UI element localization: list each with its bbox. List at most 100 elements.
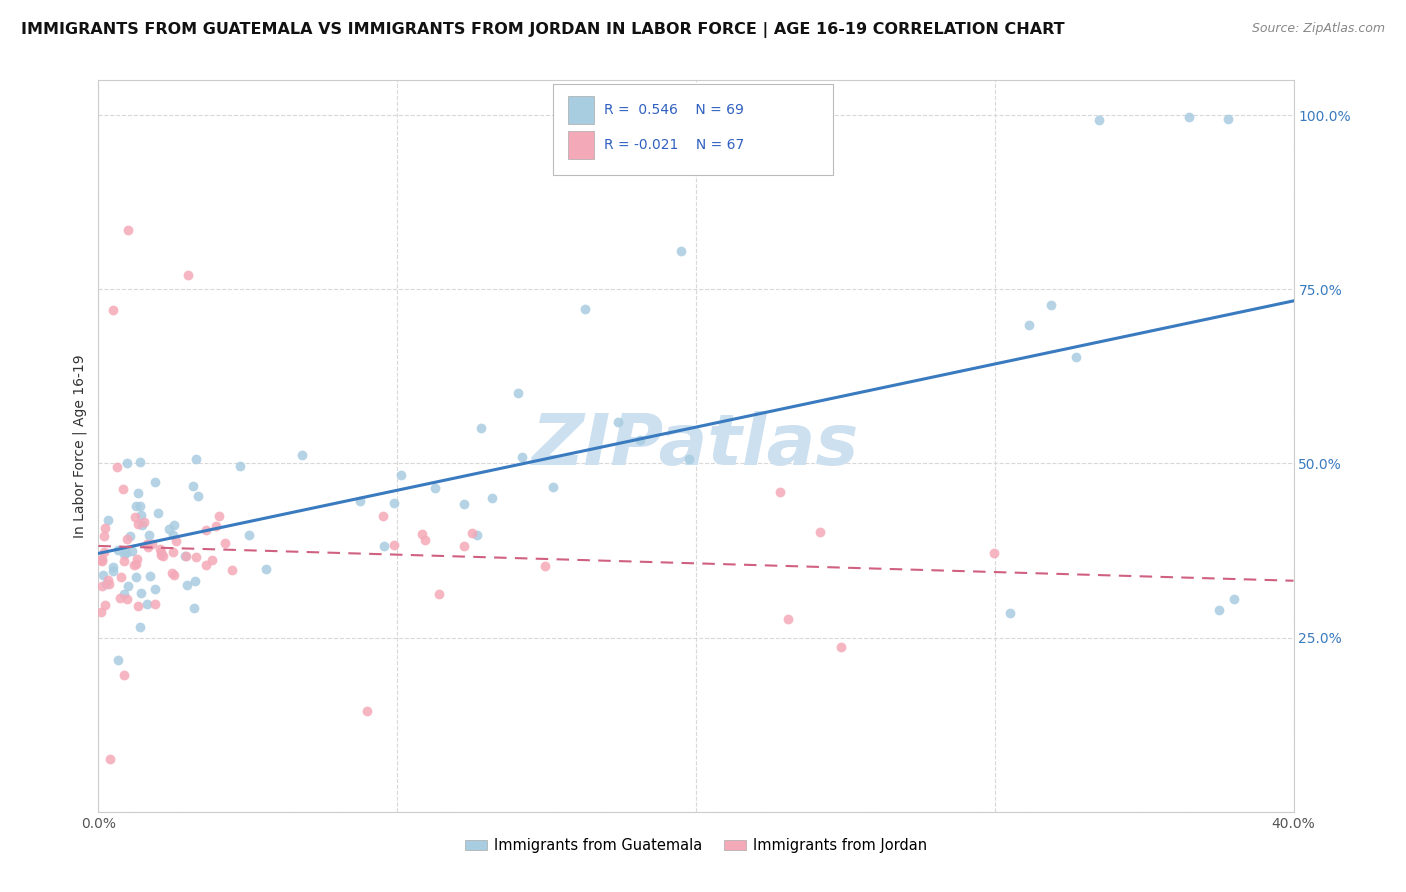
FancyBboxPatch shape — [568, 131, 595, 159]
Point — [427, 587, 450, 601]
Point — [124, 499, 146, 513]
Point — [115, 546, 138, 560]
Point — [461, 526, 484, 541]
Point — [669, 244, 692, 258]
Point — [125, 558, 148, 572]
Point — [176, 549, 198, 563]
Point — [628, 433, 651, 447]
Point — [778, 612, 800, 626]
Point — [201, 553, 224, 567]
Text: R = -0.021    N = 67: R = -0.021 N = 67 — [605, 137, 744, 152]
Point — [97, 513, 120, 527]
Point — [118, 529, 141, 543]
Point — [136, 537, 159, 551]
Legend: Immigrants from Guatemala, Immigrants from Jordan: Immigrants from Guatemala, Immigrants fr… — [458, 832, 934, 859]
Point — [162, 528, 184, 542]
Point — [128, 455, 150, 469]
Point — [173, 549, 195, 564]
Point — [983, 546, 1005, 560]
Point — [93, 521, 115, 535]
Point — [129, 620, 152, 634]
Point — [152, 549, 174, 563]
Point — [129, 586, 152, 600]
Point — [194, 558, 217, 572]
Point — [470, 421, 492, 435]
Point — [423, 481, 446, 495]
Point — [373, 539, 395, 553]
Point — [129, 508, 152, 522]
Point — [143, 475, 166, 489]
Point — [1064, 351, 1087, 365]
Point — [195, 524, 218, 538]
Text: Source: ZipAtlas.com: Source: ZipAtlas.com — [1251, 22, 1385, 36]
Point — [124, 509, 146, 524]
Point — [112, 482, 135, 496]
Point — [830, 640, 852, 654]
Point — [506, 385, 529, 400]
Point — [125, 570, 148, 584]
Point — [112, 547, 135, 561]
Point — [90, 553, 112, 567]
Point — [148, 506, 170, 520]
Point — [112, 587, 135, 601]
Point — [229, 459, 252, 474]
Point — [136, 540, 159, 554]
Point — [115, 456, 138, 470]
Point — [808, 524, 831, 539]
Point — [138, 528, 160, 542]
Point — [114, 667, 136, 681]
Point — [769, 484, 792, 499]
Point — [413, 533, 436, 547]
Point — [91, 568, 114, 582]
Point — [541, 480, 564, 494]
Point — [1018, 318, 1040, 332]
Point — [131, 518, 153, 533]
Point — [163, 567, 186, 582]
Point — [93, 545, 115, 559]
Point — [97, 577, 120, 591]
Point — [291, 448, 314, 462]
Point — [117, 223, 139, 237]
Point — [107, 543, 129, 558]
Point — [162, 545, 184, 559]
Point — [254, 562, 277, 576]
Point — [1039, 297, 1062, 311]
Point — [607, 415, 630, 429]
Text: ZIPatlas: ZIPatlas — [533, 411, 859, 481]
Point — [453, 539, 475, 553]
Point — [208, 509, 231, 524]
Text: IMMIGRANTS FROM GUATEMALA VS IMMIGRANTS FROM JORDAN IN LABOR FORCE | AGE 16-19 C: IMMIGRANTS FROM GUATEMALA VS IMMIGRANTS … — [21, 22, 1064, 38]
Point — [411, 526, 433, 541]
Point — [149, 541, 172, 556]
Text: R =  0.546    N = 69: R = 0.546 N = 69 — [605, 103, 744, 117]
Point — [1223, 592, 1246, 607]
Point — [512, 450, 534, 464]
Point — [91, 552, 114, 566]
Point — [534, 559, 557, 574]
Point — [162, 566, 184, 580]
Point — [183, 479, 205, 493]
Point — [125, 552, 148, 566]
Point — [103, 303, 125, 318]
Point — [98, 752, 122, 766]
Point — [115, 592, 138, 607]
Point — [143, 597, 166, 611]
Point — [94, 598, 117, 612]
Point — [349, 493, 371, 508]
Point — [112, 554, 135, 568]
Point — [103, 560, 125, 574]
Point — [998, 606, 1021, 620]
Point — [91, 579, 114, 593]
Point — [214, 536, 236, 550]
Point — [1088, 113, 1111, 128]
Point — [187, 490, 209, 504]
Point — [128, 499, 150, 513]
Point — [143, 582, 166, 596]
Point — [382, 496, 405, 510]
Point — [574, 301, 596, 316]
Point — [238, 528, 260, 542]
Point — [183, 601, 205, 615]
Point — [205, 519, 228, 533]
Point — [183, 574, 205, 588]
Point — [453, 497, 475, 511]
